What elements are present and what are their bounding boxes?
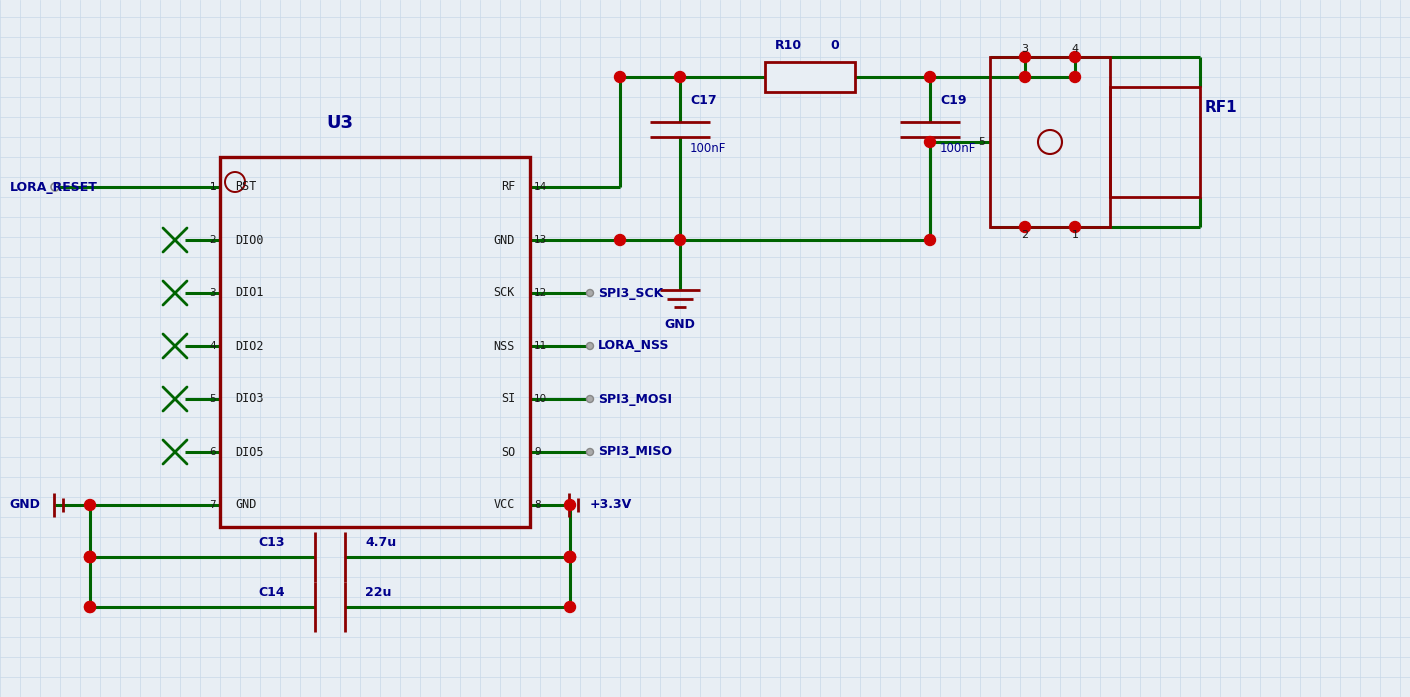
Text: SO: SO <box>501 445 515 459</box>
Text: 10: 10 <box>534 394 547 404</box>
Text: LORA_RESET: LORA_RESET <box>10 181 97 194</box>
Text: GND: GND <box>493 233 515 247</box>
Text: 7: 7 <box>209 500 216 510</box>
Circle shape <box>1070 72 1080 82</box>
Text: SPI3_MOSI: SPI3_MOSI <box>598 392 673 406</box>
Text: DIO1: DIO1 <box>235 286 264 300</box>
Text: C19: C19 <box>940 94 966 107</box>
Text: 3: 3 <box>1021 44 1028 54</box>
Text: 1: 1 <box>209 182 216 192</box>
Text: 0: 0 <box>830 39 839 52</box>
Circle shape <box>674 234 685 245</box>
Text: SCK: SCK <box>493 286 515 300</box>
Text: 3: 3 <box>209 288 216 298</box>
Circle shape <box>1070 52 1080 63</box>
Circle shape <box>587 448 594 456</box>
Text: 4.7u: 4.7u <box>365 535 396 549</box>
Circle shape <box>925 72 935 82</box>
Text: 11: 11 <box>534 341 547 351</box>
Circle shape <box>564 551 575 562</box>
Text: C17: C17 <box>689 94 716 107</box>
Text: GND: GND <box>8 498 39 512</box>
Text: 4: 4 <box>1072 44 1079 54</box>
Text: 2: 2 <box>209 235 216 245</box>
Circle shape <box>564 551 575 562</box>
Text: +3.3V: +3.3V <box>589 498 632 512</box>
Text: U3: U3 <box>327 114 354 132</box>
Text: 5: 5 <box>979 137 986 147</box>
Text: 6: 6 <box>209 447 216 457</box>
Text: GND: GND <box>664 318 695 331</box>
Circle shape <box>615 234 626 245</box>
Text: 8: 8 <box>534 500 540 510</box>
Circle shape <box>1070 222 1080 233</box>
Text: 12: 12 <box>534 288 547 298</box>
Circle shape <box>925 234 935 245</box>
Text: R10: R10 <box>776 39 802 52</box>
Text: RF: RF <box>501 181 515 194</box>
Text: RST: RST <box>235 181 257 194</box>
Circle shape <box>85 602 96 613</box>
Bar <box>220 157 530 527</box>
Circle shape <box>587 342 594 349</box>
Text: RF1: RF1 <box>1206 100 1238 114</box>
Text: DIO5: DIO5 <box>235 445 264 459</box>
Text: 1: 1 <box>209 182 216 192</box>
Bar <box>990 57 1110 227</box>
Text: 22u: 22u <box>365 585 392 599</box>
Bar <box>1110 87 1200 197</box>
Text: 4: 4 <box>209 341 216 351</box>
Text: SPI3_SCK: SPI3_SCK <box>598 286 663 300</box>
Circle shape <box>51 183 59 191</box>
Text: 5: 5 <box>209 394 216 404</box>
Circle shape <box>564 500 575 510</box>
Circle shape <box>564 602 575 613</box>
Text: VCC: VCC <box>493 498 515 512</box>
Text: C13: C13 <box>258 535 285 549</box>
Text: NSS: NSS <box>493 339 515 353</box>
Circle shape <box>85 551 96 562</box>
Circle shape <box>674 72 685 82</box>
Text: DIO0: DIO0 <box>235 233 264 247</box>
Circle shape <box>85 602 96 613</box>
Text: SPI3_MISO: SPI3_MISO <box>598 445 673 459</box>
Text: 13: 13 <box>534 235 547 245</box>
Circle shape <box>85 500 96 510</box>
Text: GND: GND <box>235 498 257 512</box>
Text: 2: 2 <box>1021 230 1028 240</box>
Circle shape <box>1019 72 1031 82</box>
Circle shape <box>587 289 594 296</box>
Text: DIO3: DIO3 <box>235 392 264 406</box>
Circle shape <box>1019 52 1031 63</box>
Text: DIO2: DIO2 <box>235 339 264 353</box>
Text: LORA_NSS: LORA_NSS <box>598 339 670 353</box>
Text: C14: C14 <box>258 585 285 599</box>
Bar <box>766 62 854 92</box>
Circle shape <box>925 137 935 148</box>
Circle shape <box>564 551 575 562</box>
Text: 14: 14 <box>534 182 547 192</box>
Circle shape <box>587 395 594 402</box>
Circle shape <box>85 551 96 562</box>
Text: 9: 9 <box>534 447 540 457</box>
Circle shape <box>85 551 96 562</box>
Text: SI: SI <box>501 392 515 406</box>
Circle shape <box>615 72 626 82</box>
Text: 100nF: 100nF <box>940 142 976 155</box>
Circle shape <box>1019 222 1031 233</box>
Text: 1: 1 <box>1072 230 1079 240</box>
Text: 100nF: 100nF <box>689 142 726 155</box>
